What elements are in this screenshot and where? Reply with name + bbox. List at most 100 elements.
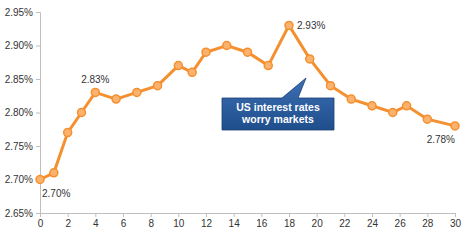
callout: US interest ratesworry markets [222,78,334,130]
x-tick-mark [261,213,262,217]
y-tick-label: 2.70% [5,174,33,185]
x-tick-mark [455,213,456,217]
x-axis: 024681012141618202224262830 [38,213,462,229]
y-axis: 2.65% 2.70% 2.75% 2.80% 2.85% 2.90% 2.95% [5,7,41,219]
x-axis-line [41,214,456,218]
x-tick: 4 [93,213,99,229]
marker [389,109,397,117]
marker [403,102,411,110]
x-tick-label: 24 [367,218,379,229]
y-tick: 2.90% [5,40,40,51]
x-tick: 18 [284,213,296,229]
data-label: 2.83% [81,74,109,85]
x-tick: 20 [312,213,324,229]
data-label: 2.70% [42,188,70,199]
marker [112,95,120,103]
x-tick-label: 20 [312,218,324,229]
y-tick-mark [36,79,40,80]
x-tick: 12 [201,213,213,229]
x-tick: 10 [173,213,185,229]
y-tick-label: 2.95% [5,7,33,18]
marker [188,68,196,76]
y-tick: 2.80% [5,107,40,118]
y-tick: 2.95% [5,7,40,18]
marker [202,48,210,56]
x-tick: 0 [38,213,44,229]
y-tick-label: 2.65% [5,208,33,219]
marker [423,115,431,123]
marker [133,88,141,96]
x-tick-mark [68,213,69,217]
x-tick-label: 18 [284,218,296,229]
y-tick: 2.65% [5,208,40,219]
x-tick-label: 0 [38,218,44,229]
x-tick-label: 16 [256,218,268,229]
x-tick: 24 [367,213,379,229]
y-tick: 2.85% [5,74,40,85]
data-labels: 2.70% 2.83% 2.93% 2.78% [42,20,455,198]
x-tick-mark [289,213,290,217]
x-tick-label: 4 [93,218,99,229]
x-tick-mark [178,213,179,217]
y-tick-mark [36,113,40,114]
y-tick: 2.75% [5,141,40,152]
x-tick: 2 [65,213,71,229]
x-tick: 26 [395,213,407,229]
x-tick-mark [317,213,318,217]
y-tick-label: 2.85% [5,74,33,85]
x-tick-label: 14 [229,218,241,229]
x-tick-label: 22 [339,218,351,229]
series-line [40,25,455,179]
y-tick-mark [36,46,40,47]
y-tick: 2.70% [5,174,40,185]
y-tick-mark [36,146,40,147]
y-tick-label: 2.75% [5,141,33,152]
x-tick: 8 [148,213,154,229]
callout-text: US interest rates [236,101,320,113]
marker [264,62,272,70]
marker [154,82,162,90]
x-tick-label: 28 [422,218,434,229]
data-label: 2.78% [427,134,455,145]
marker [64,129,72,137]
data-label: 2.93% [297,20,325,31]
x-tick-label: 6 [121,218,127,229]
y-tick-mark [36,12,40,13]
x-tick-mark [372,213,373,217]
x-tick: 30 [450,213,462,229]
callout-text: worry markets [241,113,314,125]
x-tick-mark [151,213,152,217]
x-tick-label: 10 [173,218,185,229]
x-tick-mark [427,213,428,217]
marker [368,102,376,110]
x-tick-label: 26 [395,218,407,229]
x-tick-label: 12 [201,218,213,229]
marker [244,48,252,56]
x-tick-label: 8 [148,218,154,229]
x-tick-mark [344,213,345,217]
marker [223,42,231,50]
marker [91,88,99,96]
x-tick-mark [206,213,207,217]
y-tick-label: 2.80% [5,107,33,118]
callout-box [222,78,334,130]
marker [50,169,58,177]
marker [451,122,459,130]
y-tick-mark [36,213,40,214]
x-tick: 6 [121,213,127,229]
marker [285,21,293,29]
x-tick: 28 [422,213,434,229]
x-tick-label: 30 [450,218,462,229]
marker [347,95,355,103]
marker [36,176,44,184]
x-tick: 16 [256,213,268,229]
x-tick-mark [400,213,401,217]
plot-area [36,21,459,183]
marker [174,62,182,70]
x-tick-mark [123,213,124,217]
x-tick-mark [40,213,41,217]
x-tick-mark [95,213,96,217]
x-tick: 22 [339,213,351,229]
chart: 2.65%2.70%2.75%2.80%2.85%2.90%2.95%02468… [0,0,465,231]
marker [327,82,335,90]
